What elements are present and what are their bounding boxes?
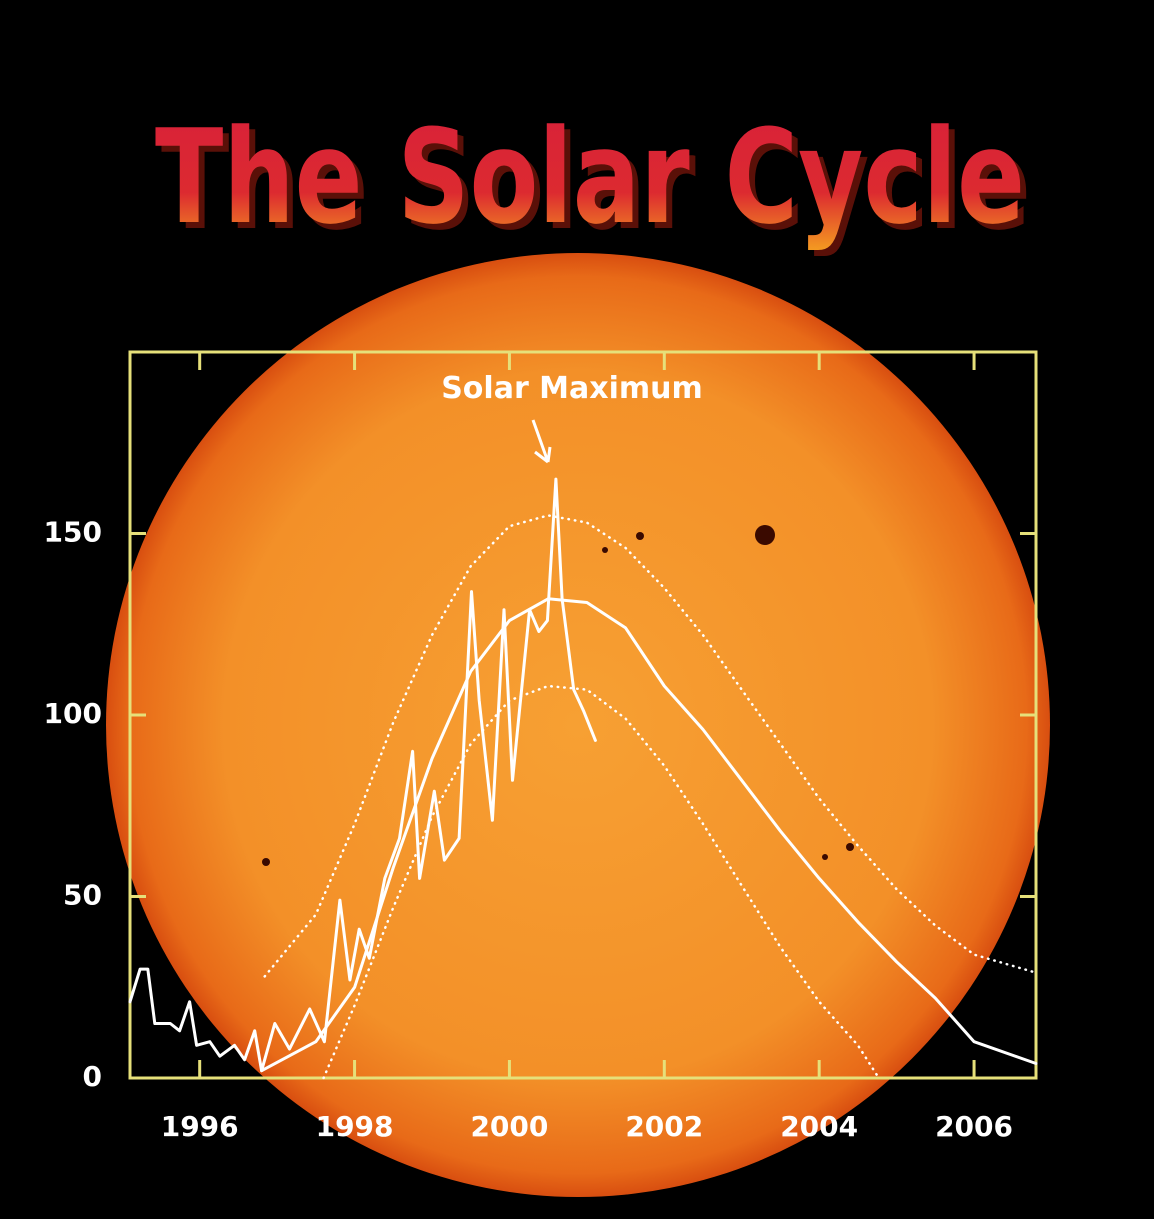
x-tick-label: 1998 [316, 1110, 394, 1143]
x-tick-label: 2004 [780, 1110, 858, 1143]
x-tick-label: 2002 [625, 1110, 703, 1143]
y-tick-label: 50 [63, 879, 102, 912]
annotation: Solar Maximum [441, 371, 703, 406]
chart-title: The Solar Cycle [155, 101, 1025, 253]
y-tick-label: 150 [44, 516, 102, 549]
x-tick-label: 1996 [161, 1110, 239, 1143]
y-tick-label: 100 [44, 697, 102, 730]
x-tick-label: 2006 [935, 1110, 1013, 1143]
chart: The Solar Cycle The Solar Cycle 05010015… [0, 0, 1154, 1219]
x-tick-label: 2000 [470, 1110, 548, 1143]
y-tick-label: 0 [83, 1060, 102, 1093]
